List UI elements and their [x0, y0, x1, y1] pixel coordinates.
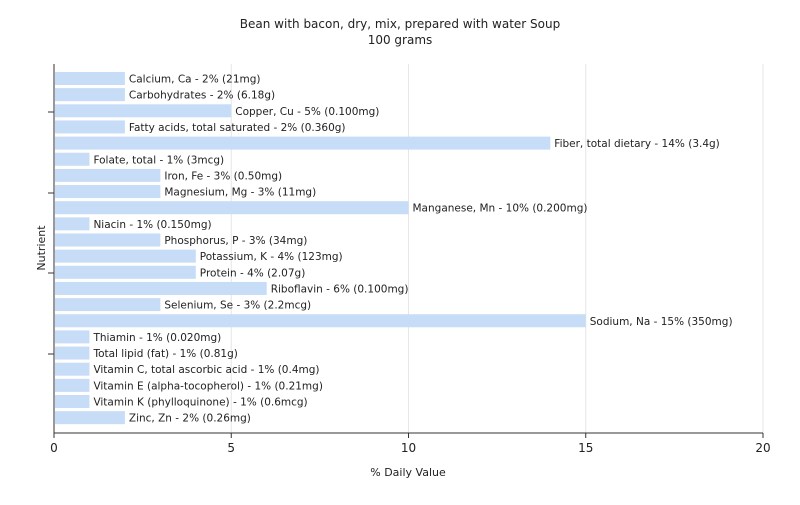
bar: [55, 411, 125, 425]
bar-label: Total lipid (fat) - 1% (0.81g): [92, 348, 237, 360]
bar-label: Thiamin - 1% (0.020mg): [92, 332, 221, 344]
bar: [55, 120, 125, 134]
bar: [55, 136, 551, 150]
bar-label: Copper, Cu - 5% (0.100mg): [235, 106, 379, 118]
grid-lines: [230, 64, 764, 433]
bar: [55, 298, 161, 312]
bar: [55, 281, 267, 295]
bar: [55, 362, 90, 376]
bar-label: Vitamin C, total ascorbic acid - 1% (0.4…: [93, 364, 319, 376]
bar-label: Fiber, total dietary - 14% (3.4g): [554, 138, 719, 150]
bar-label: Phosphorus, P - 3% (34mg): [164, 235, 307, 247]
bar-label: Fatty acids, total saturated - 2% (0.360…: [129, 122, 346, 134]
bar: [55, 378, 90, 392]
bar-label: Potassium, K - 4% (123mg): [200, 251, 343, 263]
bar-label: Vitamin K (phylloquinone) - 1% (0.6mcg): [93, 397, 307, 409]
x-tick-label: 5: [227, 441, 235, 455]
bar-label: Protein - 4% (2.07g): [200, 267, 306, 279]
bar-label: Vitamin E (alpha-tocopherol) - 1% (0.21m…: [93, 380, 323, 392]
bar-label: Manganese, Mn - 10% (0.200mg): [413, 203, 588, 215]
bar: [55, 395, 90, 408]
x-tick-label: 15: [578, 441, 593, 455]
bar-label: Niacin - 1% (0.150mg): [93, 219, 211, 231]
bar-label: Sodium, Na - 15% (350mg): [590, 316, 733, 328]
x-tick-label: 10: [401, 441, 416, 455]
bar-label: Selenium, Se - 3% (2.2mcg): [164, 300, 311, 312]
chart-title: Bean with bacon, dry, mix, prepared with…: [240, 17, 560, 31]
x-tick-label: 0: [50, 441, 58, 455]
bars-group: Calcium, Ca - 2% (21mg) Carbohydrates - 2…: [55, 72, 733, 425]
bar: [55, 249, 196, 263]
bar: [55, 88, 125, 102]
bar: [55, 201, 409, 215]
bar-label: Zinc, Zn - 2% (0.26mg): [129, 413, 251, 425]
y-axis-label: Nutrient: [35, 225, 48, 271]
x-axis-label: % Daily Value: [370, 466, 446, 479]
bar: [55, 346, 90, 360]
bar: [55, 104, 232, 118]
x-tick-label: 20: [755, 441, 770, 455]
bar-label: Calcium, Ca - 2% (21mg): [129, 74, 261, 86]
bar: [55, 217, 90, 231]
bar: [55, 330, 90, 344]
bar: [55, 152, 90, 166]
bar-label: Magnesium, Mg - 3% (11mg): [164, 187, 316, 199]
bar: [55, 314, 586, 328]
bar: [55, 72, 125, 85]
chart-subtitle: 100 grams: [368, 33, 433, 47]
bar: [55, 265, 196, 279]
bar-label: Riboflavin - 6% (0.100mg): [271, 283, 409, 295]
bar-label: Folate, total - 1% (3mcg): [93, 154, 224, 166]
bar: [55, 233, 161, 247]
axes: 0 5 10 15 20: [48, 64, 771, 455]
bar: [55, 185, 161, 199]
bar: [55, 168, 161, 182]
bar-label: Carbohydrates - 2% (6.18g): [129, 90, 275, 102]
bar-label: Iron, Fe - 3% (0.50mg): [164, 170, 282, 182]
